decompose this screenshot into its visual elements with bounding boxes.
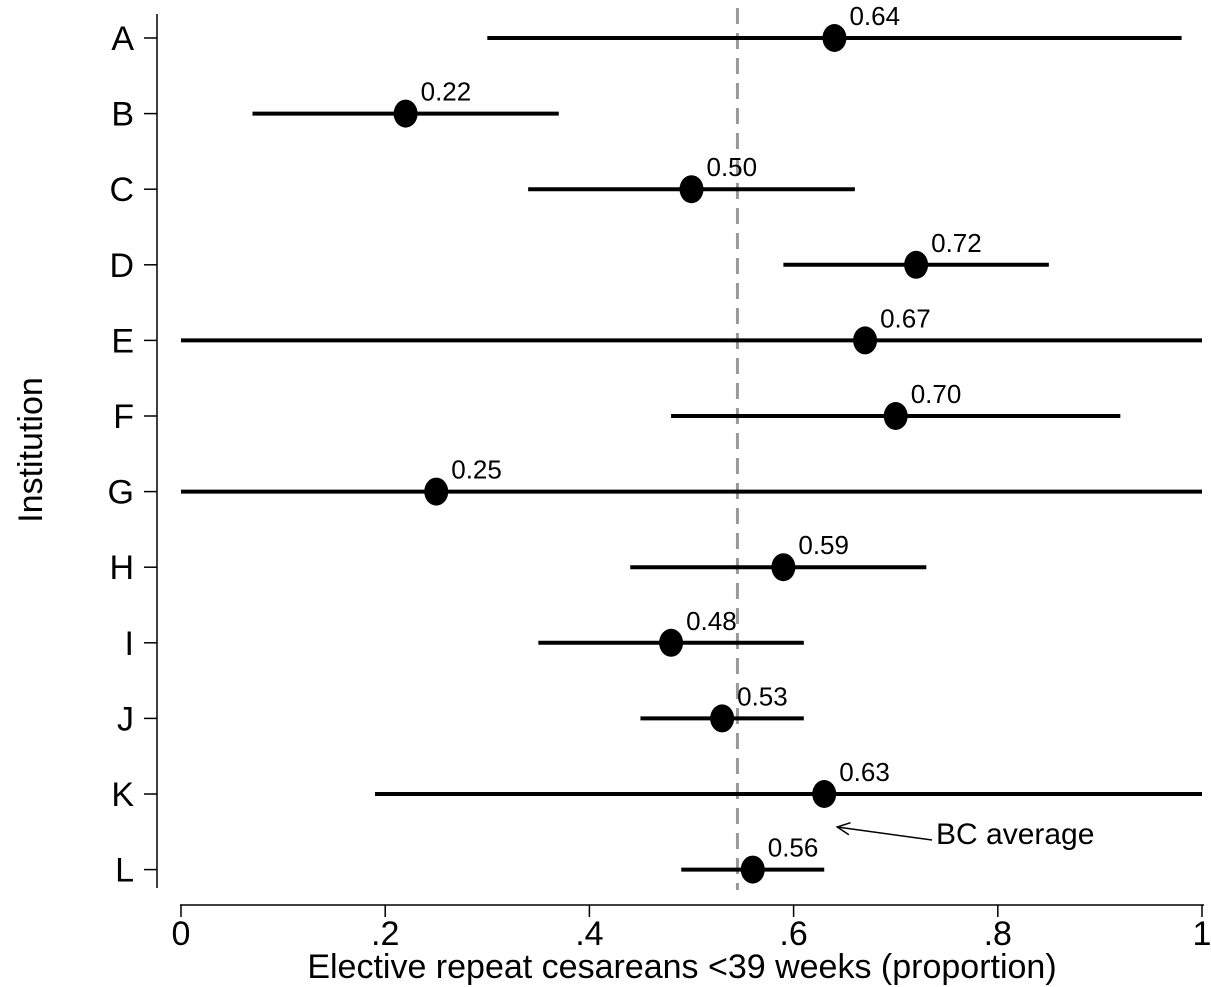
point-labels: 0.64 0.22 0.50 0.72 0.67 0.70 0.25 0.59 0.48 0.53… [421,1,982,863]
x-tick-label-.2: .2 [371,915,399,953]
point-F [883,402,908,430]
x-tick-label-.6: .6 [779,915,807,953]
y-tick-label-L: L [115,852,134,890]
y-tick-label-G: G [108,474,134,512]
y-tick-label-K: K [111,776,134,814]
point-label-C: 0.50 [707,152,758,182]
y-tick-label-H: H [109,549,134,587]
y-tick-label-F: F [113,398,134,436]
x-tick-label-.8: .8 [984,915,1012,953]
point-I [659,628,684,657]
point-label-F: 0.70 [911,379,962,409]
point-D [904,250,929,279]
point-K [812,780,837,808]
y-tick-label-J: J [117,700,134,738]
y-tick-label-I: I [125,625,134,663]
annotation-arrow-head [835,821,851,836]
point-label-L: 0.56 [768,833,819,863]
confidence-intervals [181,36,1202,872]
point-label-K: 0.63 [839,757,890,787]
point-label-I: 0.48 [686,606,737,636]
point-H [771,553,796,582]
annotation-group: BC average [835,818,1094,851]
y-tick-label-B: B [111,96,134,134]
point-L [740,855,765,884]
point-label-J: 0.53 [737,681,788,711]
annotation-arrow-line [837,826,933,841]
point-A [822,24,847,52]
point-B [393,99,418,128]
x-axis: 0 .2 .4 .6 .8 1 [172,904,1211,953]
point-label-D: 0.72 [931,228,982,258]
x-tick-label-0: 0 [172,915,191,953]
x-axis-title: Elective repeat cesareans <39 weeks (pro… [307,948,1056,986]
x-tick-label-1: 1 [1193,915,1211,953]
point-C [679,175,704,204]
x-tick-label-.4: .4 [575,915,603,953]
y-tick-label-A: A [111,20,134,58]
point-G [424,477,449,506]
point-J [710,704,735,733]
point-label-H: 0.59 [798,530,849,560]
y-tick-label-C: C [109,171,134,209]
point-label-E: 0.67 [880,303,931,333]
point-label-A: 0.64 [849,1,900,31]
point-E [853,326,878,355]
y-tick-label-D: D [109,247,134,285]
point-label-G: 0.25 [451,455,502,485]
point-label-B: 0.22 [421,77,472,107]
annotation-bc-average: BC average [936,818,1094,851]
point-estimates [393,24,929,884]
y-tick-label-E: E [111,322,134,360]
y-axis-title: Institution [12,377,50,523]
